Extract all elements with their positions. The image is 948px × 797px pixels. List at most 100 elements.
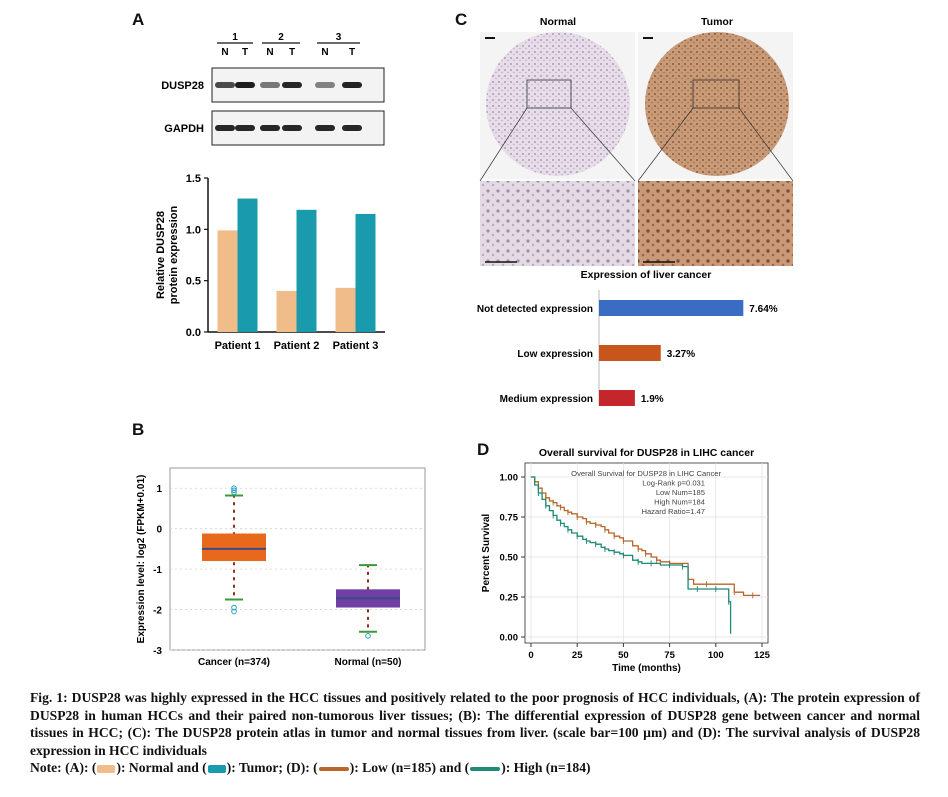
- blot-row-label-dusp28: DUSP28: [161, 80, 204, 92]
- expression-box-plot: 1 0 -1 -2 -3 Expression level: log2 (FPKM+0.0…: [136, 467, 426, 668]
- normal-swatch: [97, 764, 116, 773]
- panel-b-label: B: [132, 420, 145, 439]
- high-swatch: [470, 766, 501, 771]
- low-swatch: [318, 766, 349, 771]
- tissue-title-tumor: Tumor: [701, 16, 733, 28]
- panel-d: D Overall survival for DUSP28 in LIHC ca…: [465, 438, 785, 678]
- x-tick-label: 25: [572, 650, 583, 661]
- panel-c-label: C: [455, 10, 468, 29]
- chart-title: Overall survival for DUSP28 in LIHC canc…: [539, 447, 754, 459]
- survival-curve: [531, 476, 761, 597]
- blot-lane-label: T: [349, 47, 355, 58]
- caption-note: Note: (A): (): Normal and (): Tumor; (D)…: [30, 760, 591, 775]
- y-tick-label: 1.00: [500, 473, 519, 484]
- gapdh-band: [282, 125, 302, 131]
- x-tick-label: 100: [708, 650, 724, 661]
- protein-expression-bar-chart: 0.0 0.5 1.0 1.5 Relative DUSP28protein expre…: [155, 173, 385, 352]
- caption-text: Fig. 1: DUSP28 was highly expressed in t…: [30, 690, 920, 758]
- outlier-point: [231, 489, 237, 496]
- gapdh-band: [342, 125, 362, 131]
- blot-patient-number: 1: [232, 32, 238, 43]
- box: [202, 533, 266, 562]
- survival-curve: [531, 476, 732, 634]
- bar: [335, 287, 356, 332]
- dusp28-band: [282, 82, 302, 88]
- outlier-point: [365, 633, 371, 639]
- legend: Overall Survival for DUSP28 in LIHC Canc…: [571, 469, 721, 516]
- y-tick-label: -2: [153, 606, 162, 617]
- x-tick-label: Patient 1: [215, 340, 261, 352]
- figure-caption: Fig. 1: DUSP28 was highly expressed in t…: [30, 689, 920, 777]
- y-tick-label: 0.0: [186, 327, 201, 339]
- panel-c: C Normal Tumor: [455, 8, 815, 408]
- value-label: 7.64%: [749, 304, 777, 315]
- dusp28-band: [342, 82, 362, 88]
- outlier-point: [231, 487, 237, 494]
- survival-curve-chart: Overall survival for DUSP28 in LIHC canc…: [481, 447, 771, 673]
- outlier-point: [231, 485, 237, 492]
- gapdh-band: [215, 125, 235, 131]
- blot-row-label-gapdh: GAPDH: [164, 123, 204, 135]
- western-blot: 1 2 3N T N T N T DUSP28 GAPDH: [161, 32, 385, 146]
- category-label: Low expression: [517, 349, 593, 360]
- bar: [237, 198, 258, 332]
- bar: [217, 230, 238, 332]
- gapdh-band: [235, 125, 255, 131]
- dusp28-band: [260, 82, 280, 88]
- tumor-swatch: [207, 764, 226, 773]
- tissue-title-normal: Normal: [540, 16, 576, 28]
- bar: [599, 345, 661, 361]
- panel-d-label: D: [477, 440, 490, 459]
- blot-patient-number: 3: [336, 32, 342, 43]
- x-tick-label: Patient 2: [274, 340, 320, 352]
- blot-lane-label: T: [289, 47, 295, 58]
- y-axis-label: Expression level: log2 (FPKM+0.01): [136, 475, 147, 644]
- bar: [355, 213, 376, 332]
- outlier-point: [231, 604, 237, 611]
- blot-patient-number: 2: [278, 32, 284, 43]
- chart-title: Expression of liver cancer: [581, 269, 712, 281]
- y-axis-label: Relative DUSP28protein expression: [155, 206, 180, 305]
- category-label: Not detected expression: [477, 304, 593, 315]
- tumor-tissue-zoom: [638, 181, 793, 266]
- x-tick-label: Patient 3: [333, 340, 379, 352]
- outlier-point: [231, 608, 237, 615]
- x-axis-label: Time (months): [612, 663, 681, 673]
- x-tick-label: Cancer (n=374): [198, 657, 270, 668]
- y-tick-label: 0: [156, 525, 162, 536]
- y-tick-label: 1: [156, 484, 162, 495]
- tissue-micrographs: Normal Tumor: [479, 16, 794, 266]
- value-label: 3.27%: [667, 349, 695, 360]
- x-tick-label: 75: [664, 650, 675, 661]
- dusp28-band: [215, 82, 235, 88]
- gapdh-band: [315, 125, 335, 131]
- value-label: 1.9%: [641, 394, 664, 405]
- bar: [296, 209, 317, 332]
- bar: [599, 300, 744, 316]
- y-tick-label: 0.5: [186, 276, 201, 288]
- y-axis-label: Percent Survival: [481, 514, 492, 593]
- dusp28-band: [315, 82, 335, 88]
- x-tick-label: 0: [528, 650, 533, 661]
- normal-zoom-box: [526, 79, 572, 109]
- y-tick-label: -1: [153, 565, 162, 576]
- dusp28-band: [235, 82, 255, 88]
- y-tick-label: 1.5: [186, 173, 201, 185]
- blot-lane-label: N: [221, 47, 228, 58]
- y-tick-label: -3: [153, 646, 162, 657]
- y-tick-label: 0.00: [500, 633, 519, 644]
- y-tick-label: 0.25: [500, 593, 519, 604]
- bar: [276, 290, 297, 332]
- blot-lane-label: T: [242, 47, 248, 58]
- normal-tissue-core: [486, 32, 630, 176]
- y-tick-label: 0.75: [500, 513, 519, 524]
- gapdh-band: [260, 125, 280, 131]
- bar: [599, 390, 635, 406]
- blot-lane-label: N: [266, 47, 273, 58]
- panel-a-label: A: [132, 10, 145, 29]
- liver-cancer-expression-bar-chart: Expression of liver cancer Not detected e…: [477, 269, 778, 406]
- x-tick-label: 125: [754, 650, 771, 661]
- tumor-zoom-box: [692, 79, 740, 109]
- y-tick-label: 1.0: [186, 224, 201, 236]
